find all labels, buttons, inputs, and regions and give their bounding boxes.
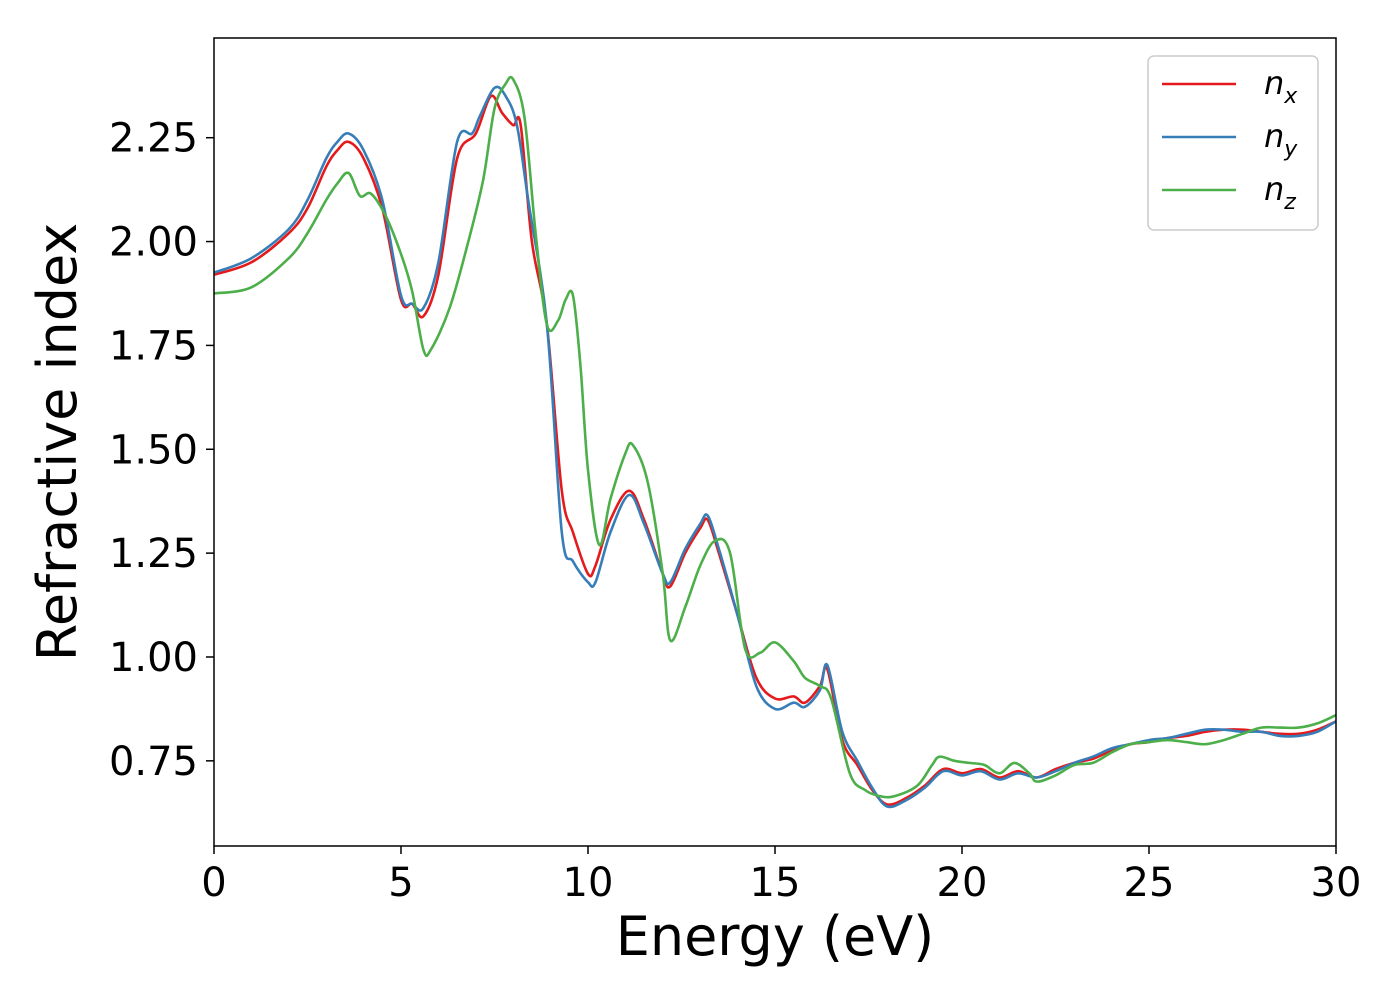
x-tick-label: 25 [1124, 860, 1175, 906]
y-tick-label: 0.75 [109, 739, 198, 785]
x-tick-label: 0 [201, 860, 226, 906]
legend-label-main: n [1264, 117, 1284, 155]
x-tick-label: 5 [388, 860, 413, 906]
series-line-n_z [213, 75, 1337, 799]
y-axis-title: Refractive index [26, 223, 89, 662]
x-axis-title: Energy (eV) [616, 905, 935, 968]
series-layer [213, 75, 1337, 809]
legend-label-n_x: nx [1264, 64, 1298, 109]
legend-label-subscript: x [1283, 84, 1298, 109]
x-axis-ticks: 0 5 10 15 20 25 30 [201, 846, 1361, 906]
y-tick-label: 1.50 [109, 427, 198, 473]
y-tick-label: 2.00 [109, 220, 198, 266]
legend-label-subscript: z [1283, 190, 1296, 215]
x-tick-label: 10 [563, 860, 614, 906]
legend-label-n_y: ny [1264, 117, 1298, 162]
y-tick-label: 2.25 [109, 116, 198, 162]
y-tick-label: 1.00 [109, 635, 198, 681]
legend-label-main: n [1264, 64, 1284, 102]
y-tick-label: 1.75 [109, 323, 198, 369]
y-tick-label: 1.25 [109, 531, 198, 577]
x-tick-label: 30 [1311, 860, 1362, 906]
x-tick-label: 20 [937, 860, 988, 906]
x-tick-label: 15 [750, 860, 801, 906]
legend-label-n_z: nz [1264, 170, 1296, 215]
legend-label-subscript: y [1283, 137, 1298, 162]
series-line-n_y [213, 85, 1337, 809]
legend-box [1147, 55, 1319, 231]
y-axis-ticks: 0.75 1.00 1.25 1.50 1.75 2.00 2.25 [109, 116, 214, 785]
legend-label-main: n [1264, 170, 1284, 208]
